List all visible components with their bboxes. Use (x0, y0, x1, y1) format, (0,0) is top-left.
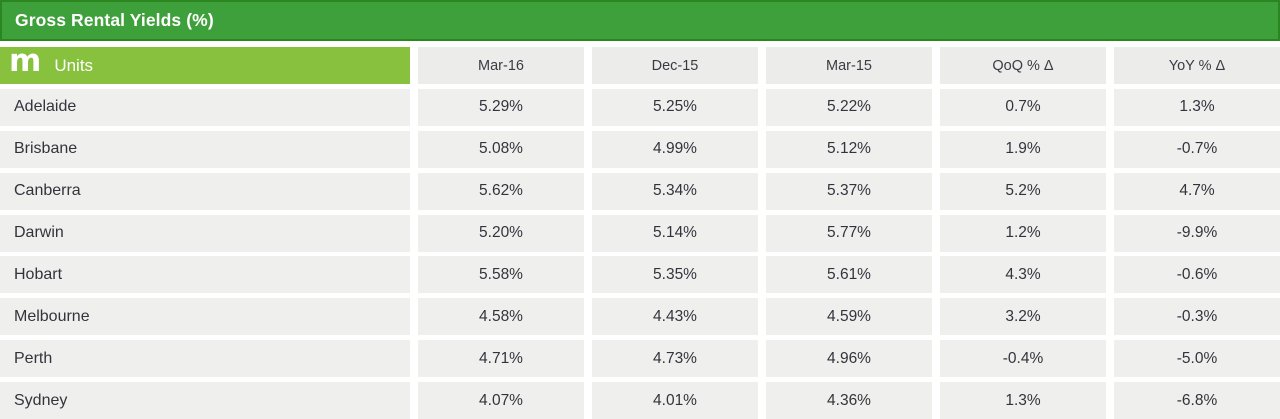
value-cell: -0.7% (1114, 130, 1280, 168)
city-cell: Adelaide (0, 88, 410, 126)
value-cell: -5.0% (1114, 340, 1280, 378)
value-cell: 4.73% (592, 340, 758, 378)
value-cell: 5.12% (766, 130, 932, 168)
value-cell: 4.58% (418, 298, 584, 336)
value-cell: 5.25% (592, 88, 758, 126)
value-cell: 5.35% (592, 256, 758, 294)
title-bar: Gross Rental Yields (%) (0, 0, 1280, 41)
column-header-dec15: Dec-15 (592, 47, 758, 84)
table-row-adelaide: Adelaide 5.29% 5.25% 5.22% 0.7% 1.3% (0, 88, 1280, 126)
value-cell: 1.2% (940, 214, 1106, 252)
column-header-mar15: Mar-15 (766, 47, 932, 84)
rental-yields-table: m Units Mar-16 Dec-15 Mar-15 QoQ % Δ YoY… (0, 42, 1280, 419)
table-row-melbourne: Melbourne 4.58% 4.43% 4.59% 3.2% -0.3% (0, 298, 1280, 336)
value-cell: 5.61% (766, 256, 932, 294)
table-row-perth: Perth 4.71% 4.73% 4.96% -0.4% -5.0% (0, 340, 1280, 378)
value-cell: 5.62% (418, 172, 584, 210)
value-cell: 5.77% (766, 214, 932, 252)
city-cell: Perth (0, 340, 410, 378)
value-cell: 5.20% (418, 214, 584, 252)
m-logo-icon: m (9, 42, 42, 79)
value-cell: 5.58% (418, 256, 584, 294)
table-header-row: m Units Mar-16 Dec-15 Mar-15 QoQ % Δ YoY… (0, 42, 1280, 84)
value-cell: 5.08% (418, 130, 584, 168)
value-cell: -0.6% (1114, 256, 1280, 294)
value-cell: 5.2% (940, 172, 1106, 210)
value-cell: 1.9% (940, 130, 1106, 168)
column-header-qoq: QoQ % Δ (940, 47, 1106, 84)
value-cell: -6.8% (1114, 382, 1280, 419)
value-cell: 5.34% (592, 172, 758, 210)
value-cell: -9.9% (1114, 214, 1280, 252)
group-label: Units (54, 55, 94, 75)
value-cell: 4.01% (592, 382, 758, 419)
column-header-yoy: YoY % Δ (1114, 47, 1280, 84)
value-cell: 5.22% (766, 88, 932, 126)
value-cell: 0.7% (940, 88, 1106, 126)
value-cell: 4.36% (766, 382, 932, 419)
city-cell: Brisbane (0, 130, 410, 168)
value-cell: -0.4% (940, 340, 1106, 378)
table-row-sydney: Sydney 4.07% 4.01% 4.36% 1.3% -6.8% (0, 382, 1280, 419)
city-cell: Darwin (0, 214, 410, 252)
table-row-brisbane: Brisbane 5.08% 4.99% 5.12% 1.9% -0.7% (0, 130, 1280, 168)
table-row-canberra: Canberra 5.62% 5.34% 5.37% 5.2% 4.7% (0, 172, 1280, 210)
city-cell: Melbourne (0, 298, 410, 336)
table-row-darwin: Darwin 5.20% 5.14% 5.77% 1.2% -9.9% (0, 214, 1280, 252)
city-cell: Canberra (0, 172, 410, 210)
value-cell: 4.99% (592, 130, 758, 168)
value-cell: 1.3% (940, 382, 1106, 419)
value-cell: 4.71% (418, 340, 584, 378)
city-cell: Sydney (0, 382, 410, 419)
page-title: Gross Rental Yields (%) (15, 10, 214, 30)
value-cell: 4.59% (766, 298, 932, 336)
value-cell: 4.43% (592, 298, 758, 336)
value-cell: 4.7% (1114, 172, 1280, 210)
units-group-header: m Units (0, 42, 410, 84)
value-cell: 4.96% (766, 340, 932, 378)
city-cell: Hobart (0, 256, 410, 294)
value-cell: -0.3% (1114, 298, 1280, 336)
value-cell: 5.29% (418, 88, 584, 126)
value-cell: 3.2% (940, 298, 1106, 336)
value-cell: 1.3% (1114, 88, 1280, 126)
value-cell: 4.3% (940, 256, 1106, 294)
column-header-mar16: Mar-16 (418, 47, 584, 84)
table-row-hobart: Hobart 5.58% 5.35% 5.61% 4.3% -0.6% (0, 256, 1280, 294)
value-cell: 4.07% (418, 382, 584, 419)
value-cell: 5.37% (766, 172, 932, 210)
value-cell: 5.14% (592, 214, 758, 252)
